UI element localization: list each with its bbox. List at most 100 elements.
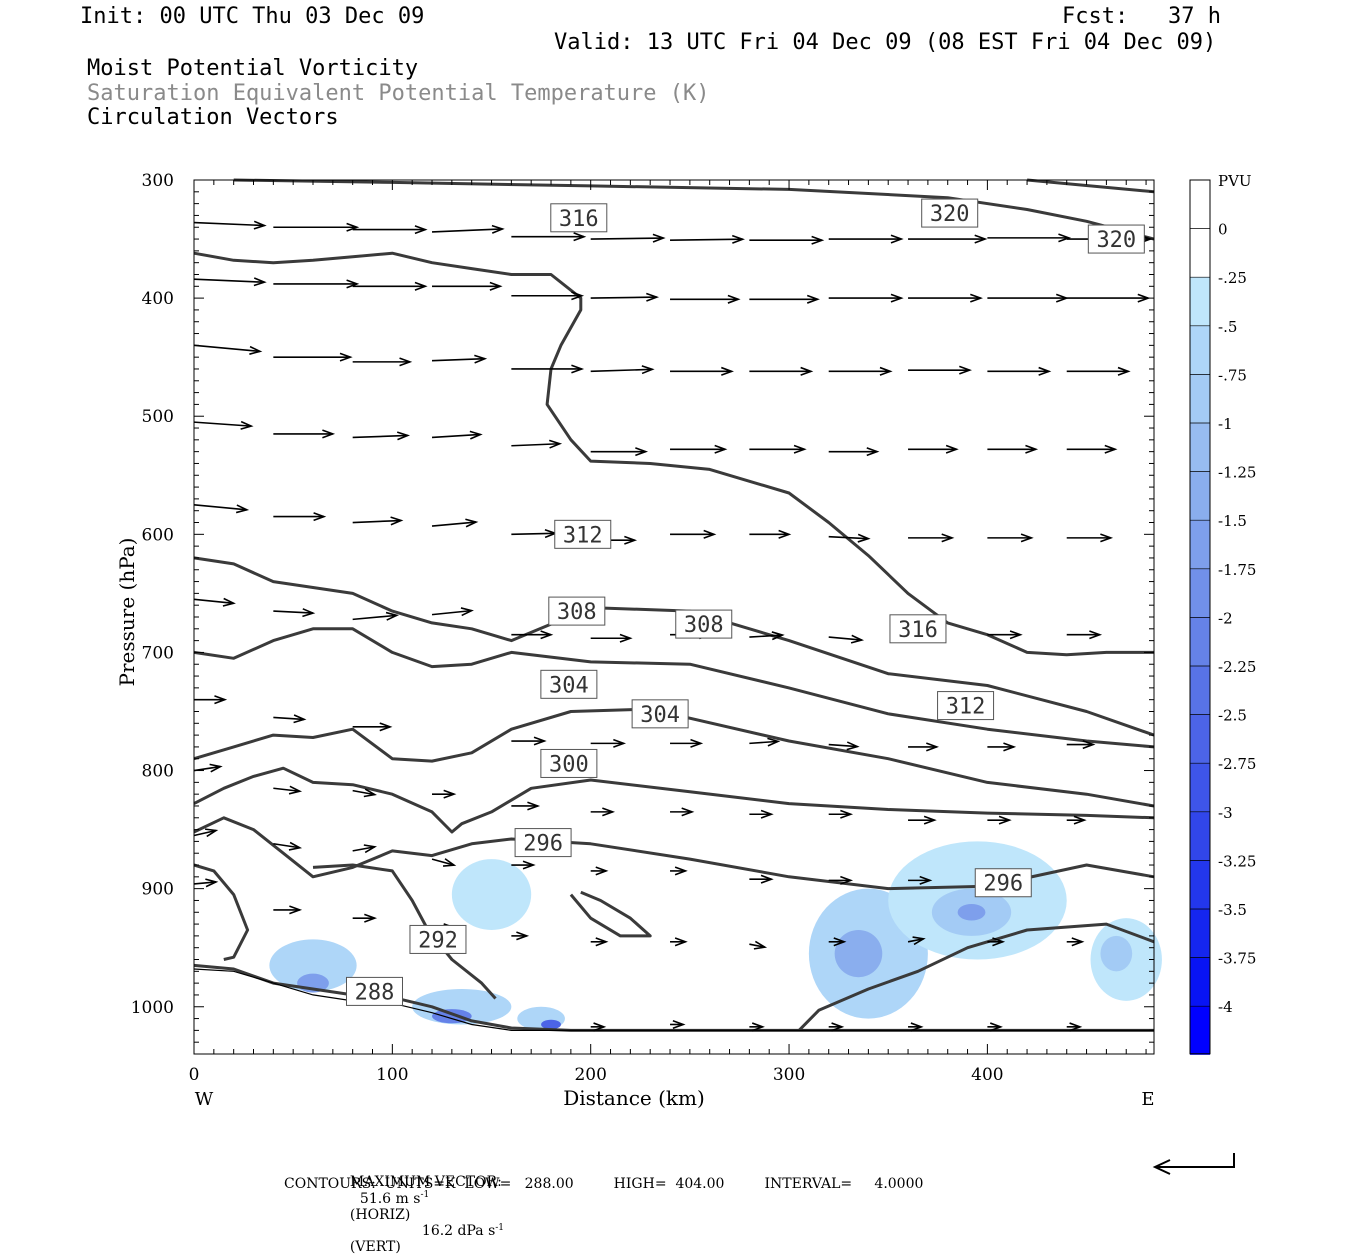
theta-es-contour-292 [193, 863, 250, 961]
vector-head [646, 292, 660, 302]
vector-shaft [193, 765, 221, 772]
colorbar-label: -.25 [1218, 269, 1247, 287]
vector-head [793, 444, 807, 454]
contour-label-304: 304 [640, 703, 680, 728]
colorbar-segment [1190, 374, 1210, 423]
colorbar-segment [1190, 228, 1210, 278]
vector-head [527, 801, 541, 811]
colorbar-segment [1190, 714, 1210, 764]
theta-es-contour-312 [193, 556, 1155, 737]
vector-head [674, 937, 688, 947]
vector-head [516, 931, 530, 941]
vector-shaft [590, 237, 664, 240]
x-tick-label: 200 [574, 1065, 606, 1085]
contour-label-320: 320 [1096, 228, 1136, 253]
pv-region [957, 904, 986, 921]
contour-label-296: 296 [983, 872, 1023, 897]
vector-head [322, 429, 336, 439]
vector-shaft [590, 296, 657, 299]
contour-label-box [540, 748, 598, 778]
vector-head [293, 714, 307, 724]
colorbar-label: -2.5 [1218, 707, 1247, 725]
vector-head [690, 738, 704, 748]
vector-head [945, 444, 959, 454]
colorbar-label: 0 [1218, 221, 1228, 239]
y-tick-label: 900 [142, 880, 174, 900]
vector-head [249, 345, 263, 355]
vector-head [641, 365, 655, 375]
colorbar-label: -3.75 [1218, 950, 1256, 968]
vector-head [204, 828, 219, 838]
vector-shaft [273, 842, 300, 849]
vector-head [593, 1022, 607, 1032]
colorbar-segment [1190, 471, 1210, 521]
vector-head [363, 788, 377, 798]
vector-head [727, 294, 741, 304]
horiz-tag: (HORIZ) [349, 1206, 411, 1223]
colorbar-segment [1190, 277, 1210, 326]
vector-shaft [590, 368, 653, 373]
vector-shaft [352, 614, 397, 621]
contour-label-312: 312 [946, 695, 986, 720]
colorbar-segment [1190, 520, 1210, 569]
contour-label-296: 296 [523, 832, 563, 857]
vector-shaft [670, 238, 743, 242]
x-tick-label: 400 [971, 1065, 1003, 1085]
vector-head [1020, 533, 1034, 543]
vector-head [714, 444, 728, 454]
vector-head [390, 516, 404, 526]
contour-label-320: 320 [930, 202, 970, 227]
colorbar-segment [1190, 811, 1210, 861]
contour-label-box [540, 669, 598, 699]
pv-region [432, 1009, 472, 1024]
vector-head [396, 431, 411, 441]
colorbar-label: -2.75 [1218, 755, 1256, 773]
theta-es-contour-320 [233, 178, 1155, 241]
max-vector-label: MAXIMUM VECTOR: [349, 1174, 502, 1190]
vector-head [635, 447, 649, 457]
vector-head [540, 630, 554, 640]
vector-head [1069, 1022, 1083, 1032]
pv-colorbar: PVU 0 -.25 -.5 -.75 -1 -1.25 -1.5 -1.75 -2 -2.25 -2… [1152, 172, 1256, 1175]
vector-shaft [431, 433, 481, 439]
contour-label-box [889, 614, 947, 644]
contour-label-300: 300 [549, 752, 589, 777]
east-label: E [1141, 1089, 1154, 1110]
vector-shaft [431, 858, 455, 866]
west-label: W [195, 1089, 214, 1110]
vector-head [235, 504, 250, 514]
vector-shaft [193, 504, 247, 511]
contour-label-box [921, 198, 979, 228]
vector-head [288, 785, 303, 795]
vector-head [941, 533, 955, 543]
field-title-vectors: Circulation Vectors [87, 105, 339, 130]
vector-head [399, 357, 413, 367]
pv-region [834, 929, 883, 978]
contour-labels: 288 292 296 296 300 304 304 308 308 312 312 316 316 3… [345, 198, 1145, 1006]
vector-shaft [193, 421, 252, 427]
contour-label-316: 316 [559, 207, 599, 232]
y-tick-label: 700 [142, 643, 174, 663]
vector-head [385, 611, 400, 621]
contour-label-box [548, 596, 606, 626]
y-tick-label: 800 [142, 762, 174, 782]
contour-label-316: 316 [898, 618, 938, 643]
contour-label-box [675, 609, 733, 639]
vector-head [1082, 740, 1096, 750]
vector-head [379, 722, 393, 732]
reference-vector [1155, 1153, 1235, 1168]
colorbar-segment [1190, 909, 1210, 958]
vector-shaft [828, 636, 862, 641]
pv-region [541, 1019, 561, 1030]
vector-shaft [273, 610, 313, 614]
vector-head [571, 291, 585, 301]
colorbar-border [1189, 179, 1211, 1055]
vector-head [857, 533, 871, 543]
vector-head [205, 878, 219, 888]
colorbar-label: -2.25 [1218, 658, 1256, 676]
vector-head [771, 631, 785, 641]
y-tick-label: 500 [142, 407, 174, 427]
vector-head [613, 738, 627, 748]
vector-head [1104, 444, 1118, 454]
vector-head [595, 866, 609, 876]
